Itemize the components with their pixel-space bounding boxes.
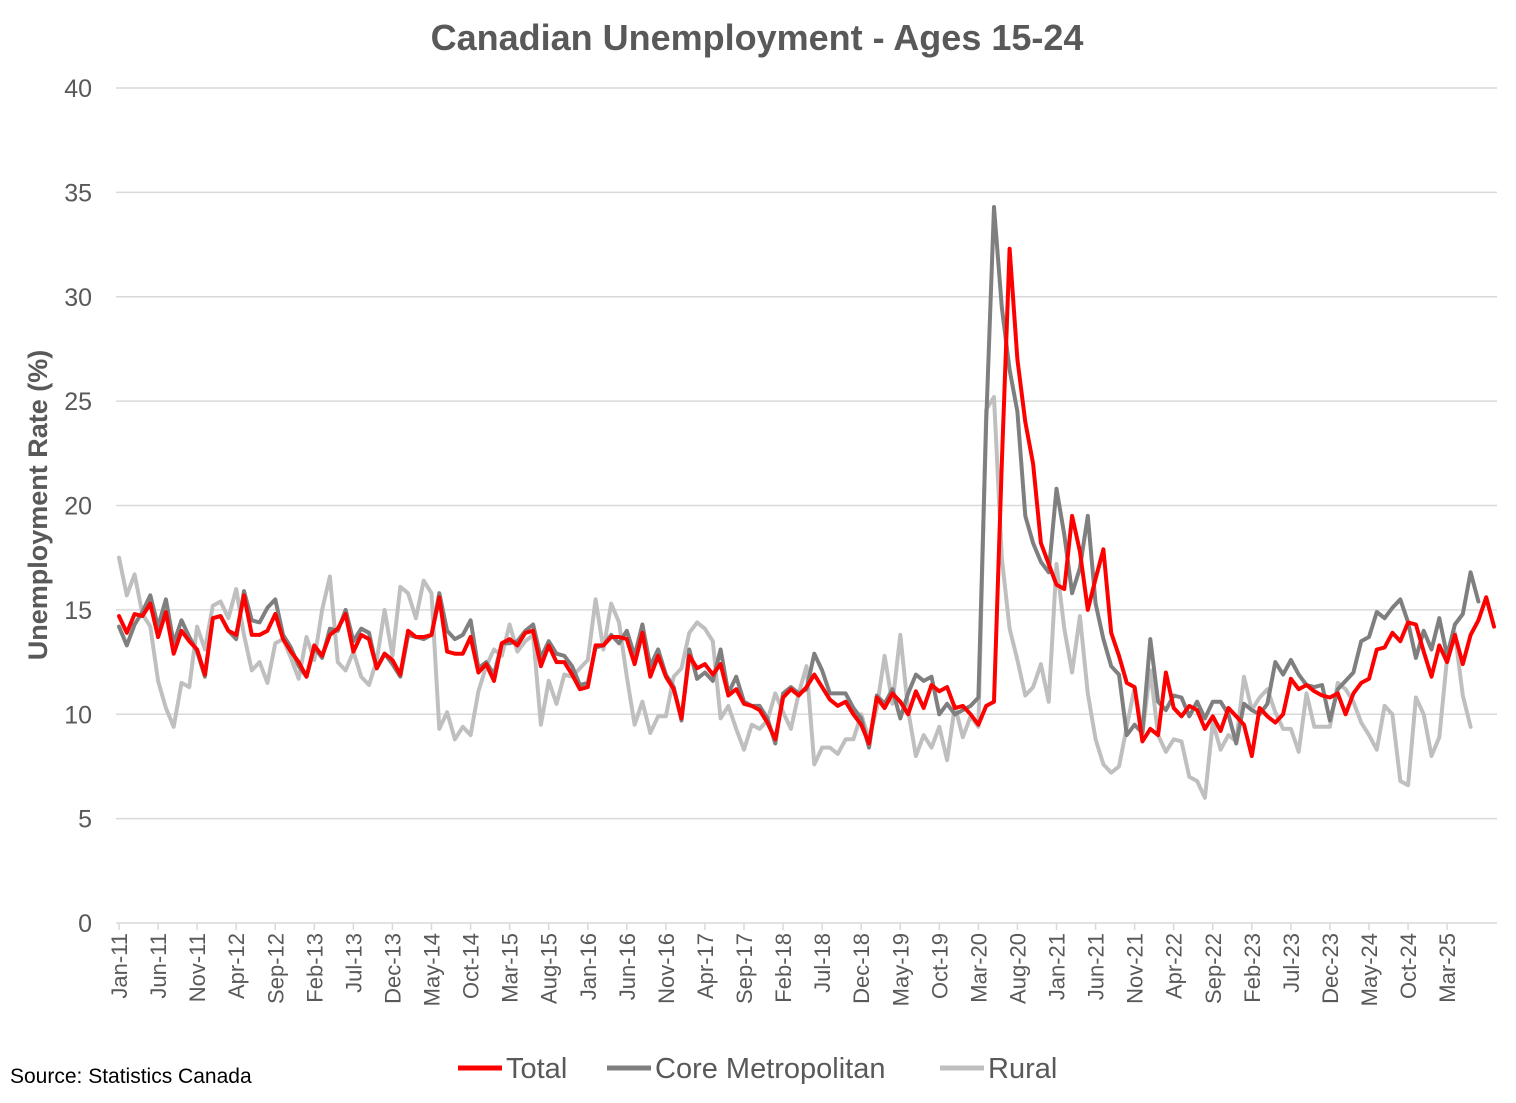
x-tick-label: Sep-12 — [263, 933, 288, 1004]
x-tick-label: Nov-11 — [185, 933, 210, 1002]
x-tick-label: May-19 — [888, 933, 913, 1006]
x-tick-label: Dec-23 — [1318, 933, 1343, 1004]
x-tick-label: Sep-22 — [1201, 933, 1226, 1004]
y-tick-label: 30 — [64, 284, 92, 312]
source-note: Source: Statistics Canada — [10, 1065, 252, 1088]
legend-label-rural: Rural — [988, 1053, 1057, 1085]
series-line-core-metropolitan — [117, 205, 1481, 750]
y-axis-label: Unemployment Rate (%) — [23, 350, 53, 661]
legend: Total Core Metropolitan Rural — [458, 1053, 1057, 1085]
x-tick-label: Jul-23 — [1279, 933, 1304, 993]
x-tick-label: Jan-16 — [576, 933, 601, 1000]
y-tick-label: 0 — [78, 910, 92, 938]
x-tick-label: Feb-23 — [1240, 933, 1265, 1003]
x-tick-label: May-14 — [420, 933, 445, 1006]
x-tick-label: Mar-20 — [966, 933, 991, 1003]
y-tick-label: 10 — [64, 701, 92, 729]
x-tick-label: Feb-13 — [302, 933, 327, 1003]
x-tick-label: Jan-11 — [107, 933, 132, 999]
x-tick-label: Mar-25 — [1435, 933, 1460, 1003]
y-tick-label: 25 — [64, 388, 92, 416]
y-tick-label: 5 — [78, 806, 92, 834]
x-tick-label: Jul-13 — [341, 933, 366, 993]
x-tick-label: Jun-16 — [615, 933, 640, 1000]
x-tick-label: Nov-21 — [1123, 933, 1148, 1004]
legend-label-total: Total — [506, 1053, 567, 1085]
series-line-total — [117, 246, 1496, 758]
x-tick-label: Nov-16 — [654, 933, 679, 1004]
y-tick-label: 20 — [64, 493, 92, 521]
x-tick-label: Jun-21 — [1084, 933, 1109, 1000]
x-tick-label: Oct-24 — [1396, 933, 1421, 999]
legend-label-core-metropolitan: Core Metropolitan — [655, 1053, 886, 1085]
x-tick-label: Mar-15 — [498, 933, 523, 1003]
x-tick-label: Aug-15 — [537, 933, 562, 1004]
x-tick-label: Jun-11 — [146, 933, 171, 999]
x-tick-label: Dec-18 — [849, 933, 874, 1004]
x-tick-label: Oct-14 — [459, 933, 484, 999]
y-tick-label: 35 — [64, 179, 92, 207]
y-tick-label: 40 — [64, 75, 92, 103]
x-tick-label: May-24 — [1357, 933, 1382, 1006]
x-tick-label: Jul-18 — [810, 933, 835, 993]
y-tick-label: 15 — [64, 597, 92, 625]
x-tick-labels: Jan-11 Jun-11 Nov-11 Apr-12 Sep-12 Feb-13 Jul-… — [107, 923, 1460, 1006]
x-tick-label: Apr-22 — [1162, 933, 1187, 999]
series-lines — [117, 205, 1496, 800]
x-tick-label: Sep-17 — [732, 933, 757, 1004]
x-tick-label: Jan-21 — [1045, 933, 1070, 1000]
series-line-rural — [117, 395, 1473, 800]
x-tick-label: Feb-18 — [771, 933, 796, 1003]
x-tick-label: Oct-19 — [927, 933, 952, 999]
x-tick-label: Apr-17 — [693, 933, 718, 999]
chart-title: Canadian Unemployment - Ages 15-24 — [431, 17, 1084, 58]
x-tick-label: Dec-13 — [380, 933, 405, 1004]
y-tick-labels: 0 5 10 15 20 25 30 35 40 — [64, 75, 92, 938]
x-tick-label: Apr-12 — [224, 933, 249, 999]
grid-lines — [116, 87, 1497, 924]
x-tick-label: Aug-20 — [1005, 933, 1030, 1004]
